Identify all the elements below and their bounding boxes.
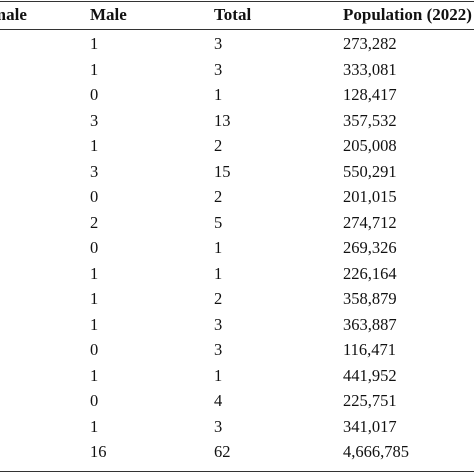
- table-body: 1 3 273,282 1 3 333,081 0 1 128,417 3 13…: [0, 31, 474, 465]
- cell-population: 116,471: [343, 340, 397, 359]
- header-population: Population (2022): [343, 5, 472, 24]
- cell-total: 13: [214, 110, 231, 130]
- cell-male: 1: [90, 136, 99, 155]
- cell-total: 1: [214, 238, 223, 257]
- cell-male: 1: [90, 416, 99, 436]
- table-row: 0 3 116,471: [0, 337, 474, 363]
- cell-male: 1: [90, 263, 99, 283]
- cell-male: 0: [90, 187, 99, 206]
- table-row: 1 3 341,017: [0, 414, 474, 440]
- cell-population: 358,879: [343, 289, 397, 308]
- cell-population: 274,712: [343, 212, 397, 232]
- table-row: 1 3 333,081: [0, 57, 474, 83]
- cell-total: 1: [214, 85, 223, 104]
- cell-population: 269,326: [343, 238, 397, 257]
- table-header-row: Female Male Total Population (2022): [0, 3, 474, 27]
- cell-population: 128,417: [343, 85, 397, 104]
- table-row: 1 3 273,282: [0, 31, 474, 57]
- cell-population: 341,017: [343, 416, 397, 436]
- cell-male: 0: [90, 391, 99, 410]
- table-row: 0 2 201,015: [0, 184, 474, 210]
- cell-total: 1: [214, 263, 223, 283]
- cell-population: 273,282: [343, 34, 397, 53]
- table-bottom-rule: [0, 471, 474, 472]
- cell-total: 3: [214, 416, 223, 436]
- cell-male: 16: [90, 442, 107, 461]
- cell-total: 5: [214, 212, 223, 232]
- table-row-total: 16 62 4,666,785: [0, 439, 474, 465]
- table-header-rule: [0, 29, 474, 30]
- cell-total: 2: [214, 187, 223, 206]
- cell-male: 0: [90, 238, 99, 257]
- table-row: 1 1 226,164: [0, 261, 474, 287]
- table-row: 1 1 441,952: [0, 363, 474, 389]
- cell-total: 3: [214, 314, 223, 334]
- cell-total: 2: [214, 136, 223, 155]
- table-row: 1 2 358,879: [0, 286, 474, 312]
- cell-male: 3: [90, 110, 99, 130]
- cell-male: 3: [90, 161, 99, 181]
- table-row: 1 2 205,008: [0, 133, 474, 159]
- cell-population: 363,887: [343, 314, 397, 334]
- cell-male: 1: [90, 365, 99, 385]
- cell-total: 2: [214, 289, 223, 308]
- cell-population: 333,081: [343, 59, 397, 79]
- cell-population: 4,666,785: [343, 442, 409, 461]
- cell-male: 1: [90, 34, 99, 53]
- cell-population: 226,164: [343, 263, 397, 283]
- cell-male: 0: [90, 85, 99, 104]
- table-row: 3 15 550,291: [0, 159, 474, 185]
- table-row: 1 3 363,887: [0, 312, 474, 338]
- cell-population: 201,015: [343, 187, 397, 206]
- cell-total: 15: [214, 161, 231, 181]
- cell-total: 3: [214, 59, 223, 79]
- table-row: 0 1 128,417: [0, 82, 474, 108]
- cell-male: 1: [90, 59, 99, 79]
- cell-population: 441,952: [343, 365, 397, 385]
- cell-total: 62: [214, 442, 231, 461]
- table-top-rule: [0, 1, 474, 2]
- cell-total: 3: [214, 34, 223, 53]
- cell-male: 1: [90, 289, 99, 308]
- table-row: 0 1 269,326: [0, 235, 474, 261]
- cell-population: 225,751: [343, 391, 397, 410]
- cell-male: 0: [90, 340, 99, 359]
- cell-population: 550,291: [343, 161, 397, 181]
- header-male: Male: [90, 5, 127, 24]
- cell-population: 205,008: [343, 136, 397, 155]
- cell-total: 4: [214, 391, 223, 410]
- header-female: Female: [0, 5, 27, 24]
- cell-total: 1: [214, 365, 223, 385]
- cell-male: 1: [90, 314, 99, 334]
- table-row: 0 4 225,751: [0, 388, 474, 414]
- table-row: 3 13 357,532: [0, 108, 474, 134]
- cell-population: 357,532: [343, 110, 397, 130]
- cell-total: 3: [214, 340, 223, 359]
- cell-male: 2: [90, 212, 99, 232]
- table-row: 2 5 274,712: [0, 210, 474, 236]
- header-total: Total: [214, 5, 252, 24]
